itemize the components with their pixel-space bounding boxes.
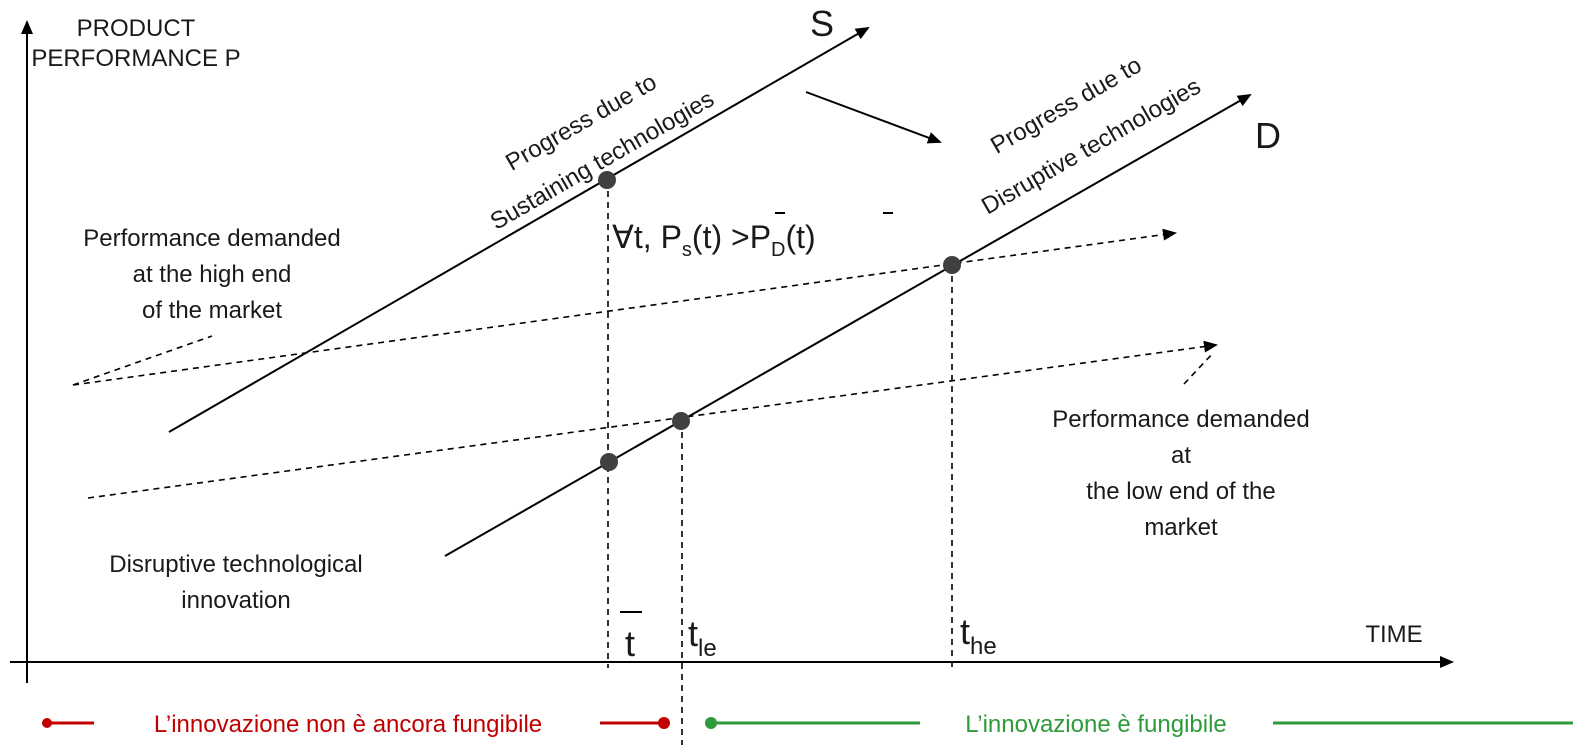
y-axis-label-line2: PERFORMANCE P xyxy=(31,45,240,72)
high-end-label-line2: at the high end xyxy=(133,261,292,288)
t-le-label: tle xyxy=(688,613,717,662)
point-t-he xyxy=(943,256,961,274)
s-curve-label: S xyxy=(810,3,834,44)
point-t-le xyxy=(672,412,690,430)
y-axis-label-line1: PRODUCT xyxy=(77,15,196,42)
performance-formula: ∀t, Ps(t) >PD(t) xyxy=(612,219,816,261)
low-end-leader xyxy=(1183,351,1215,385)
low-end-label-line4: market xyxy=(1144,514,1218,541)
d-curve-label: D xyxy=(1255,115,1281,156)
t-bar-label: t xyxy=(625,623,635,664)
low-end-demand-line xyxy=(87,340,1218,499)
t-he-label: the xyxy=(960,611,997,660)
high-end-leader xyxy=(72,335,213,386)
low-end-label-line3: the low end of the xyxy=(1086,478,1275,505)
shift-arrow xyxy=(805,91,942,144)
point-s-tbar xyxy=(598,171,616,189)
disruptive-innovation-line1: Disruptive technological xyxy=(109,551,362,578)
x-axis-label: TIME xyxy=(1365,621,1422,648)
low-end-label-line2: at xyxy=(1171,442,1191,469)
sustaining-line xyxy=(168,26,870,433)
disruptive-innovation-line2: innovation xyxy=(181,587,290,614)
high-end-label-line3: of the market xyxy=(142,297,282,324)
red-end-dot xyxy=(658,717,670,729)
not-yet-fungible-label: L’innovazione non è ancora fungibile xyxy=(154,711,542,738)
fungible-label: L’innovazione è fungibile xyxy=(965,711,1227,738)
high-end-demand-line xyxy=(72,228,1177,386)
low-end-label-line1: Performance demanded xyxy=(1052,406,1309,433)
high-end-label-line1: Performance demanded xyxy=(83,225,340,252)
disruptive-line xyxy=(444,94,1252,557)
point-d-tbar xyxy=(600,453,618,471)
